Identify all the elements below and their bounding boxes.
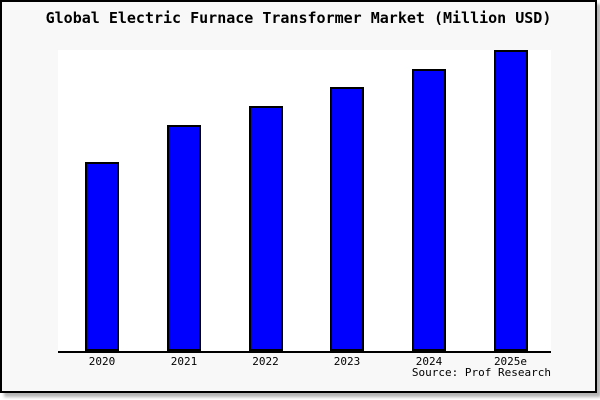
x-tick-label-2025e: 2025e [493,355,528,368]
bar-2020 [85,162,119,351]
x-tick-label-2024: 2024 [415,355,443,368]
bar-2024 [412,69,446,351]
chart-frame: Global Electric Furnace Transformer Mark… [0,0,597,393]
bar-2025e [493,50,528,351]
x-tick-label-2021: 2021 [170,355,198,368]
bar-2022 [248,106,283,351]
chart-title: Global Electric Furnace Transformer Mark… [45,9,552,27]
plot-area [58,50,551,353]
x-tick-label-2020: 2020 [88,355,116,368]
source-credit: Source: Prof Research [411,366,551,379]
x-tick-label-2022: 2022 [252,355,279,368]
bar-2021 [167,125,201,351]
bar-2023 [330,87,364,351]
x-tick-label-2023: 2023 [333,355,361,368]
